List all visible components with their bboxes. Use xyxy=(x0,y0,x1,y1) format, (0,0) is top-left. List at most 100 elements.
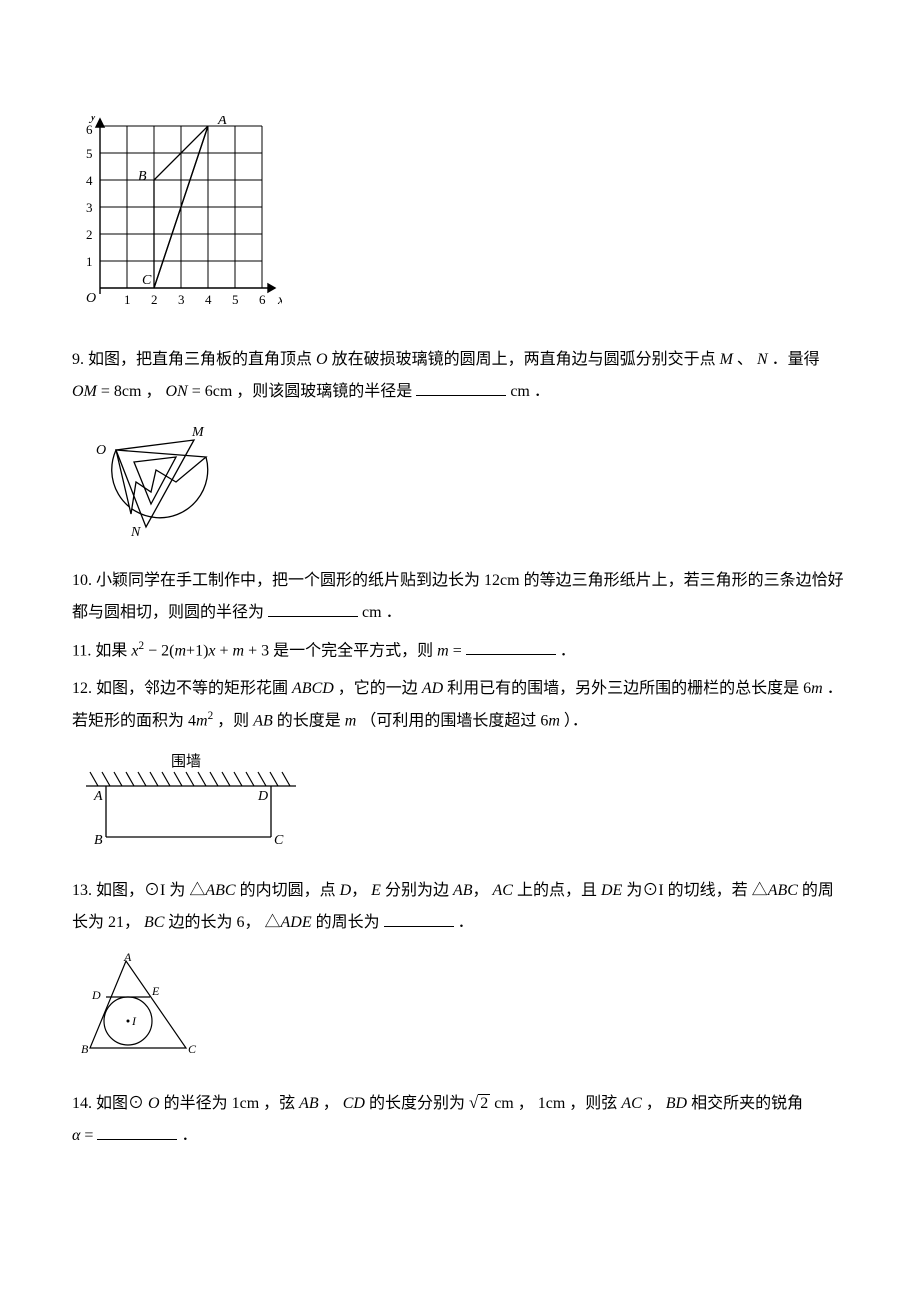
q9-fig-N: N xyxy=(130,525,141,540)
q12-um: m xyxy=(811,680,823,697)
q10-num: 10. xyxy=(72,572,96,589)
question-12: 12. 如图，邻边不等的矩形花圃 ABCD ，它的一边 AD 利用已有的围墙，另… xyxy=(72,673,848,737)
q14-AC: AC xyxy=(621,1095,641,1112)
q14-blank xyxy=(97,1121,177,1140)
q12-D: D xyxy=(257,789,268,804)
q14-v2: 1cm xyxy=(538,1095,566,1112)
q14-t5: 的长度分别为 xyxy=(369,1095,465,1112)
q9-O: O xyxy=(316,351,328,368)
q11-t3: ． xyxy=(560,642,576,659)
q9-eq2b: = 6 xyxy=(188,383,213,400)
q14-t6: ， xyxy=(518,1095,534,1112)
q11-m3: + xyxy=(216,642,233,659)
q12-A: A xyxy=(93,789,103,804)
q9-u2: cm xyxy=(213,383,233,400)
xtick-3: 3 xyxy=(178,292,185,307)
q13-AC2: AC xyxy=(493,882,513,899)
q14-u1: cm xyxy=(490,1095,514,1112)
q13-t8: 的周长为 xyxy=(316,914,380,931)
q11-num: 11. xyxy=(72,642,95,659)
q12-t3: 利用已有的围墙，另外三边所围的栅栏的总长度是 6 xyxy=(447,680,811,697)
q9-OM: OM xyxy=(72,383,97,400)
q9-t1: 如图，把直角三角板的直角顶点 xyxy=(88,351,312,368)
xtick-6: 6 xyxy=(259,292,266,307)
q9-blank xyxy=(416,377,506,396)
ytick-5: 5 xyxy=(86,146,93,161)
q14-BD: BD xyxy=(666,1095,687,1112)
q14-r: 1cm xyxy=(232,1095,260,1112)
q9-u3: cm ． xyxy=(510,383,550,400)
q12-t1: 如图，邻边不等的矩形花圃 xyxy=(96,680,292,697)
q14-sqrt-val: 2 xyxy=(478,1094,490,1112)
q11-x: x xyxy=(208,642,215,659)
q14-t4: ， xyxy=(323,1095,339,1112)
q9-t3: 、 xyxy=(737,351,753,368)
ytick-3: 3 xyxy=(86,200,93,215)
q12-B: B xyxy=(94,833,103,848)
point-A-label: A xyxy=(217,116,227,128)
question-9: 9. 如图，把直角三角板的直角顶点 O 放在破损玻璃镜的圆周上，两直角边与圆弧分… xyxy=(72,344,848,408)
q14-AB: AB xyxy=(299,1095,319,1112)
q13-BC: BC xyxy=(144,914,164,931)
q11-t2: 是一个完全平方式，则 xyxy=(273,642,437,659)
q13-tri1: △ xyxy=(189,882,205,899)
q12-wall-label: 围墙 xyxy=(171,753,201,770)
q9-N: N xyxy=(757,351,768,368)
q14-t8: ， xyxy=(646,1095,662,1112)
q12-um4: m xyxy=(548,713,560,730)
q14-t10: ． xyxy=(181,1127,197,1144)
q13-fig-C: C xyxy=(188,1042,197,1056)
q11-eq: = xyxy=(449,642,466,659)
q9-t5: ， xyxy=(145,383,161,400)
q13-fig-I: I xyxy=(131,1014,137,1028)
q9-M: M xyxy=(720,351,733,368)
q11-m: m xyxy=(174,642,186,659)
ytick-4: 4 xyxy=(86,173,93,188)
q13-t7: 边的长为 6， xyxy=(168,914,260,931)
q12-num: 12. xyxy=(72,680,96,697)
question-11: 11. 如果 x2 − 2(m+1)x + m + 3 是一个完全平方式，则 m… xyxy=(72,635,848,667)
q13-t2: 的内切圆，点 xyxy=(240,882,340,899)
q14-CD: CD xyxy=(343,1095,365,1112)
q12-t6: 的长度是 xyxy=(277,713,345,730)
q13-E: E xyxy=(371,882,381,899)
q13-t2b: ， xyxy=(351,882,367,899)
xtick-1: 1 xyxy=(124,292,131,307)
q9-fig-O: O xyxy=(96,443,106,458)
q14-t9: 相交所夹的锐角 xyxy=(691,1095,803,1112)
q13-fig-E: E xyxy=(151,984,160,998)
q13-t5: 为⊙I 的切线，若 xyxy=(626,882,747,899)
q13-t3: 分别为边 xyxy=(385,882,453,899)
q14-sqrt: 2 xyxy=(469,1086,490,1120)
q13-D: D xyxy=(340,882,352,899)
ytick-2: 2 xyxy=(86,227,93,242)
q8-figure: A B C O y x 1 2 3 4 5 6 1 2 3 4 5 6 xyxy=(72,116,848,326)
ytick-6: 6 xyxy=(86,122,93,137)
q13-fig-A: A xyxy=(123,953,132,964)
q12-AD: AD xyxy=(422,680,443,697)
q12-t8: ）． xyxy=(564,713,588,730)
q13-tri2: △ xyxy=(752,882,768,899)
q9-t2: 放在破损玻璃镜的圆周上，两直角边与圆弧分别交于点 xyxy=(332,351,716,368)
q9-figure: O M N xyxy=(76,422,848,547)
q12-um3: m xyxy=(345,713,357,730)
q9-num: 9. xyxy=(72,351,88,368)
question-10: 10. 小颖同学在手工制作中，把一个圆形的纸片贴到边长为 12cm 的等边三角形… xyxy=(72,565,848,629)
q13-num: 13. xyxy=(72,882,96,899)
q12-sq: 2 xyxy=(208,710,214,722)
q13-t1: 如图，⊙I 为 xyxy=(96,882,185,899)
xtick-5: 5 xyxy=(232,292,239,307)
q14-O: O xyxy=(148,1095,160,1112)
q13-DE: DE xyxy=(601,882,622,899)
q10-v1: 12cm xyxy=(484,572,520,589)
q12-t7: （可利用的围墙长度超过 6 xyxy=(360,713,548,730)
q9-t4: ．量得 xyxy=(772,351,820,368)
q13-tri3: △ xyxy=(264,914,280,931)
q11-t1: 如果 xyxy=(95,642,131,659)
q13-fig-B: B xyxy=(81,1042,89,1056)
q11-m5: + 3 xyxy=(244,642,269,659)
origin-label: O xyxy=(86,291,96,306)
q12-ABCD: ABCD xyxy=(292,680,334,697)
q13-figure: A B C D E I xyxy=(76,953,848,1068)
q10-blank xyxy=(268,598,358,617)
